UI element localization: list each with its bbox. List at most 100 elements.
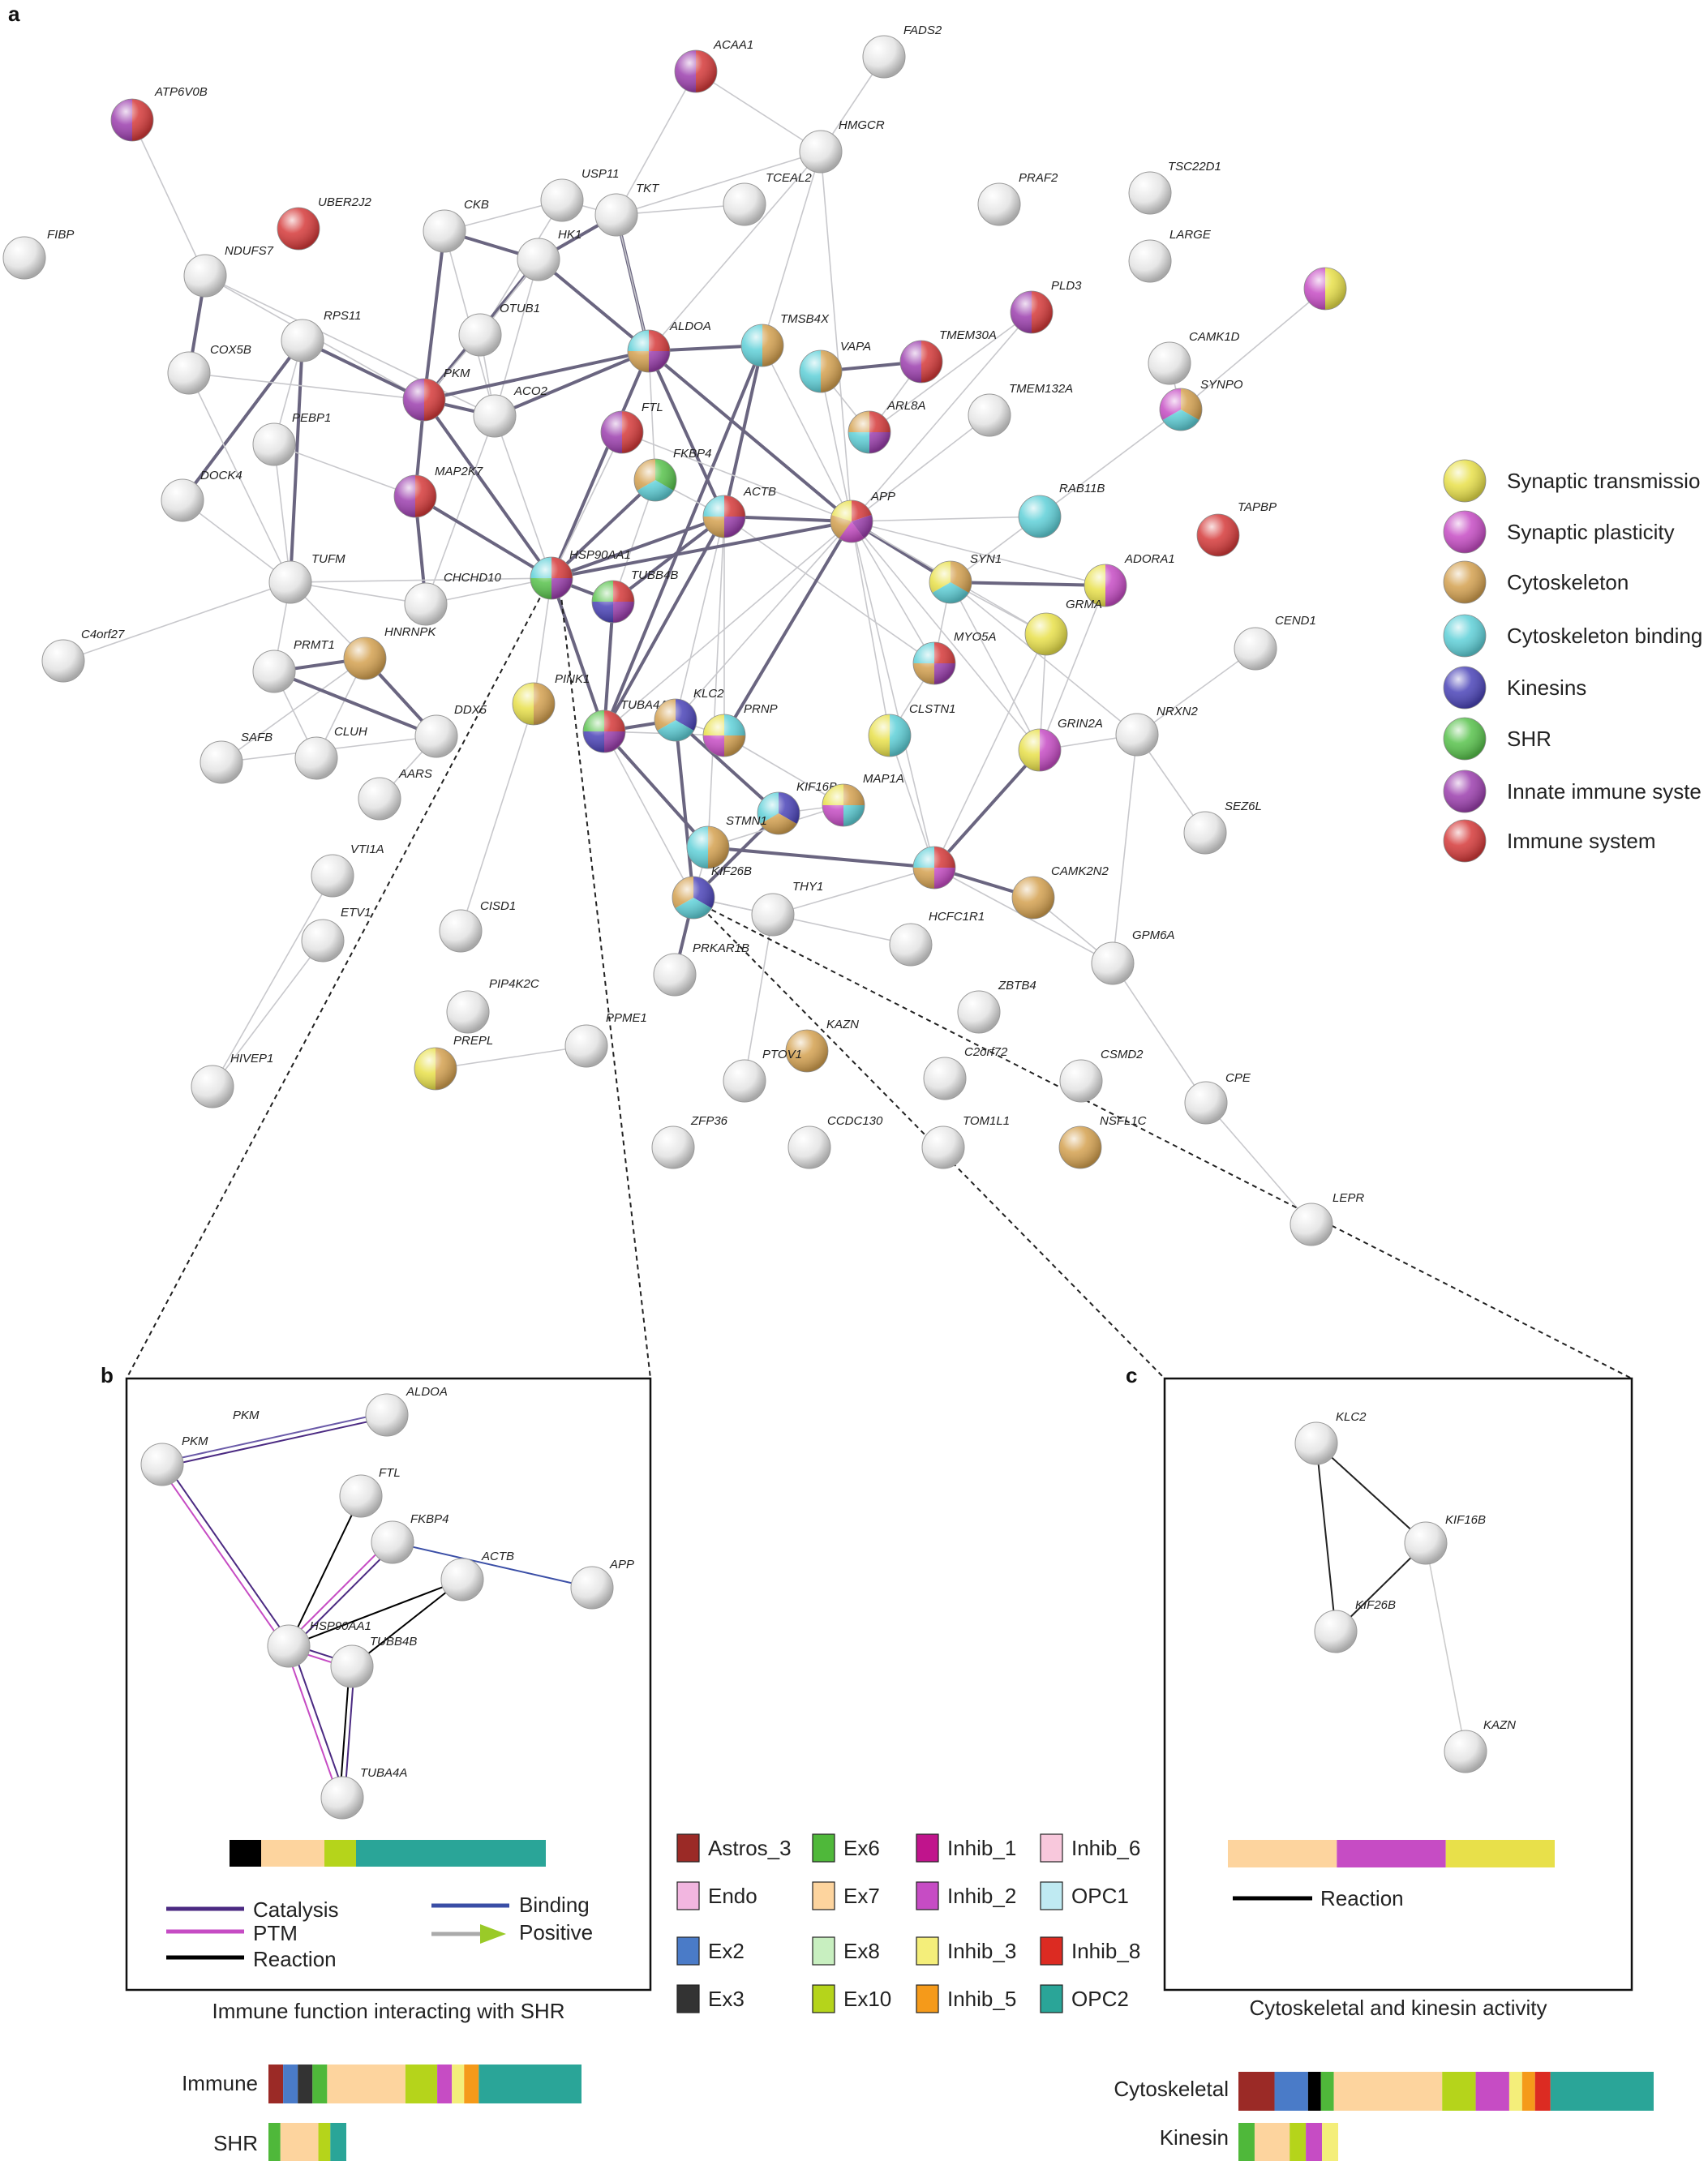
node-label: C4orf27 <box>81 628 125 641</box>
network-edge <box>131 119 206 277</box>
network-node <box>787 1126 831 1169</box>
celltype-swatch <box>1040 1984 1063 2013</box>
network-node <box>183 254 227 298</box>
network-node <box>968 393 1011 437</box>
node-label: TCEAL2 <box>766 171 812 185</box>
node-label: PIP4K2C <box>489 977 539 991</box>
network-edge <box>675 516 725 721</box>
panel-b-edge <box>164 1462 293 1645</box>
category-legend-label: Immune system <box>1507 829 1656 853</box>
network-node <box>702 495 746 538</box>
panel-b-cell-bar <box>230 1840 546 1867</box>
node-label: CKB <box>464 198 489 212</box>
node-label: THY1 <box>792 880 823 894</box>
network-edge <box>674 719 695 898</box>
network-edge <box>273 670 437 738</box>
summary-bar-segment <box>1550 2072 1654 2111</box>
network-nodes: ATP6V0B ACAA1 FADS2 HMGCR UBER2J2 FIBP NDUFS7 U… <box>2 24 1364 1246</box>
summary-bar-segment <box>1274 2072 1308 2111</box>
network-edge <box>851 521 935 868</box>
network-edge <box>425 415 496 605</box>
network-edge <box>851 521 890 736</box>
panel-b-node <box>570 1566 614 1610</box>
network-edge <box>762 151 822 346</box>
node-label: APP <box>870 490 895 504</box>
category-legend-swatch <box>1443 614 1487 658</box>
celltype-legend: Astros_3 Endo Ex2 Ex3 Ex6 Ex7 Ex8 Ex10 Inhib_1 In… <box>676 1833 1140 2013</box>
network-edge <box>851 521 935 664</box>
celltype-label: Inhib_5 <box>947 1987 1016 2011</box>
network-edge <box>723 516 935 664</box>
panel-b-edge <box>288 1579 463 1647</box>
network-edge <box>460 703 534 932</box>
panel-b-edge <box>285 1539 391 1644</box>
node-label: PRKAR1B <box>693 941 749 955</box>
node-label: KLC2 <box>693 687 724 701</box>
node-label: TKT <box>636 182 660 195</box>
network-node <box>686 825 730 869</box>
network-node <box>862 35 906 79</box>
celltype-label: Astros_3 <box>708 1836 792 1860</box>
network-edge <box>603 601 615 732</box>
node-label: LEPR <box>1332 1191 1364 1205</box>
network-edge <box>537 258 650 353</box>
node-label: NDUFS7 <box>225 244 274 258</box>
network-edge <box>674 718 780 815</box>
network-node <box>540 178 584 222</box>
node-label: TSC22D1 <box>1168 160 1221 174</box>
node-label: LARGE <box>1169 228 1212 242</box>
network-node <box>2 236 46 280</box>
node-label: TOM1L1 <box>963 1114 1010 1128</box>
node-label: HK1 <box>558 228 581 242</box>
network-edge <box>707 846 935 869</box>
node-label: GRIN2A <box>1058 717 1103 731</box>
network-node <box>402 378 446 422</box>
edge-legend-label: Reaction <box>253 1947 337 1971</box>
network-node <box>822 783 865 827</box>
celltype-swatch <box>676 1833 700 1863</box>
panel-b-bar-segment <box>324 1840 356 1867</box>
node-label: DDX5 <box>454 703 487 717</box>
node-label: GRMA <box>1066 598 1102 611</box>
network-node <box>591 580 635 624</box>
network-node <box>740 324 784 367</box>
panel-letter-a: a <box>8 2 20 26</box>
celltype-swatch <box>916 1833 939 1863</box>
node-label: PEBP1 <box>292 411 331 425</box>
network-edge <box>933 633 1047 868</box>
panel-c-cell-bar <box>1228 1840 1555 1867</box>
category-legend-label: Innate immune syste <box>1507 779 1702 804</box>
summary-bar-segment <box>1442 2072 1476 2111</box>
category-legend-label: SHR <box>1507 727 1551 751</box>
network-edge <box>648 151 822 352</box>
summary-bar-label: SHR <box>213 2131 258 2155</box>
node-label: TMEM132A <box>1009 382 1073 396</box>
network-node <box>751 893 795 937</box>
network-edge <box>723 345 764 517</box>
panel-b-edge <box>339 1666 351 1798</box>
network-edge <box>494 415 552 579</box>
node-label: CISD1 <box>480 899 516 913</box>
summary-bar-segment <box>330 2123 346 2161</box>
node-label: CCDC130 <box>827 1114 883 1128</box>
celltype-label: OPC1 <box>1071 1884 1129 1908</box>
network-node <box>1018 728 1062 772</box>
panel-b-bar-segment <box>356 1840 546 1867</box>
node-label: HNRNPK <box>384 625 436 639</box>
network-edge <box>603 521 852 732</box>
celltype-swatch <box>916 1984 939 2013</box>
panel-c-nodes: KLC2 KIF16B KIF26B KAZN <box>1294 1410 1516 1773</box>
network-edge <box>1112 734 1138 964</box>
network-edge <box>188 372 425 401</box>
summary-bar-segment <box>1322 2123 1338 2161</box>
network-node <box>799 130 843 174</box>
edge-legend-label: Binding <box>519 1893 590 1917</box>
network-node <box>277 207 320 251</box>
node-label: GPM6A <box>1132 928 1175 942</box>
node-label: MAP1A <box>863 772 904 786</box>
network-node <box>912 846 956 890</box>
network-edge <box>820 371 852 522</box>
node-label: PRAF2 <box>1019 171 1058 185</box>
positive-arrow-icon <box>480 1924 506 1944</box>
network-node <box>921 1126 965 1169</box>
